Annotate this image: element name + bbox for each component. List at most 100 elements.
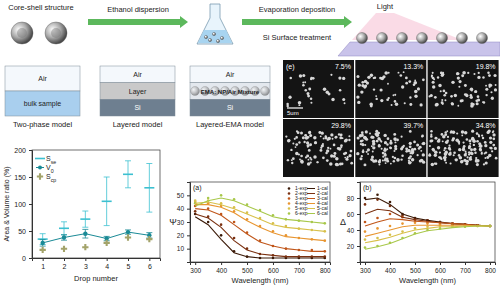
sem-particle — [286, 103, 289, 106]
sem-particle — [335, 136, 338, 139]
sem-particle — [460, 157, 462, 159]
data-point — [401, 222, 404, 225]
sem-particle — [307, 146, 309, 148]
data-point — [414, 222, 417, 225]
sem-particle — [327, 137, 330, 140]
error-bar — [125, 230, 131, 234]
tick: 30 — [177, 219, 190, 226]
data-point — [389, 234, 392, 237]
sem-particle — [342, 98, 345, 101]
sem-particle — [390, 163, 392, 165]
sem-particle — [450, 131, 452, 133]
legend-symbol — [288, 187, 291, 190]
sem-particle — [367, 148, 370, 151]
sem-particle — [386, 148, 388, 150]
sem-particle — [448, 147, 451, 150]
y-axis-title: Δ — [340, 217, 346, 227]
data-point — [364, 238, 367, 241]
sem-particle — [445, 162, 447, 164]
nanoparticle — [437, 33, 448, 44]
sem-particle — [495, 84, 497, 86]
sem-particle — [309, 131, 311, 133]
sem-particle — [404, 102, 406, 104]
sem-particle — [482, 76, 484, 78]
sem-particle — [298, 141, 300, 143]
data-point — [207, 221, 210, 224]
sem-particle — [326, 159, 329, 162]
y-axis: 20406080 — [347, 183, 361, 263]
sem-particle — [458, 148, 461, 151]
sem-particle — [365, 130, 368, 133]
sem-particle — [290, 77, 293, 80]
tick-label: 3 — [84, 263, 88, 270]
sem-particle — [344, 139, 347, 142]
sem-particle — [450, 95, 453, 98]
sem-particle — [474, 151, 476, 153]
sem-particle — [394, 100, 397, 103]
sem-particle — [394, 94, 396, 96]
y-axis: 050100150200 — [14, 147, 32, 262]
sem-particle — [299, 74, 302, 77]
sem-particle — [454, 94, 457, 97]
sem-particle — [464, 93, 467, 96]
sem-particle — [409, 96, 411, 98]
sem-particle — [387, 83, 389, 85]
tick: 0 — [22, 255, 32, 262]
sem-particle — [443, 94, 446, 97]
tick-mark — [29, 150, 32, 151]
layer-label: Air — [38, 75, 47, 82]
sem-particle — [389, 146, 391, 148]
sem-particle — [366, 151, 368, 153]
sem-particle — [468, 153, 470, 155]
sem-particle — [421, 135, 424, 138]
sem-particle — [401, 146, 404, 149]
sem-image — [283, 119, 354, 177]
sem-particle — [371, 155, 374, 158]
sem-particle — [338, 77, 341, 80]
tick-mark — [357, 198, 360, 199]
sem-particle — [364, 80, 367, 83]
tick-mark — [440, 262, 441, 265]
sem-particle — [470, 87, 474, 91]
sem-particle — [494, 147, 497, 150]
step-label: Si Surface treatment — [263, 33, 332, 42]
sem-particle — [400, 74, 403, 77]
sem-particle — [295, 143, 298, 146]
sem-particle — [484, 141, 487, 144]
figure: Core-shell structureEthanol dispersionEv… — [0, 0, 500, 287]
sem-particle — [483, 101, 485, 103]
x-axis-title: Wavelength (nm) — [399, 276, 456, 285]
sem-particle — [461, 74, 464, 77]
y-axis: 1020304050 — [177, 183, 191, 263]
chart: 3004005006007008001020304050(a)Wavelengt… — [169, 182, 331, 285]
step-label: Core-shell structure — [8, 3, 73, 12]
sem-particle — [453, 151, 456, 154]
tick-label: 150 — [14, 174, 26, 181]
sem-particle — [441, 133, 444, 136]
sem-particle — [439, 156, 442, 159]
sem-particle — [393, 137, 397, 141]
tick-mark — [64, 258, 65, 261]
data-point — [40, 241, 44, 245]
sem-particle — [342, 77, 345, 80]
legend-text-sub: se — [51, 159, 57, 165]
legend-label: Scp — [46, 173, 56, 183]
sem-particle — [452, 137, 455, 140]
sem-particle — [308, 149, 311, 152]
sem-particle — [473, 144, 475, 146]
data-point — [389, 201, 392, 204]
sem-particle — [451, 102, 454, 105]
chart-title: (a) — [193, 184, 202, 192]
sem-particle — [300, 155, 303, 158]
sem-particle — [450, 162, 452, 164]
nanoparticle — [457, 33, 468, 44]
sem-particle — [319, 149, 322, 152]
sem-particle — [300, 160, 303, 163]
tick-mark — [195, 262, 196, 265]
sem-particle — [471, 138, 474, 141]
tick: 10 — [177, 245, 190, 252]
model-layer — [5, 91, 80, 116]
x-axis: 123456 — [33, 258, 161, 270]
tick-label: 1 — [41, 263, 45, 270]
model-label: Layered model — [113, 120, 163, 129]
